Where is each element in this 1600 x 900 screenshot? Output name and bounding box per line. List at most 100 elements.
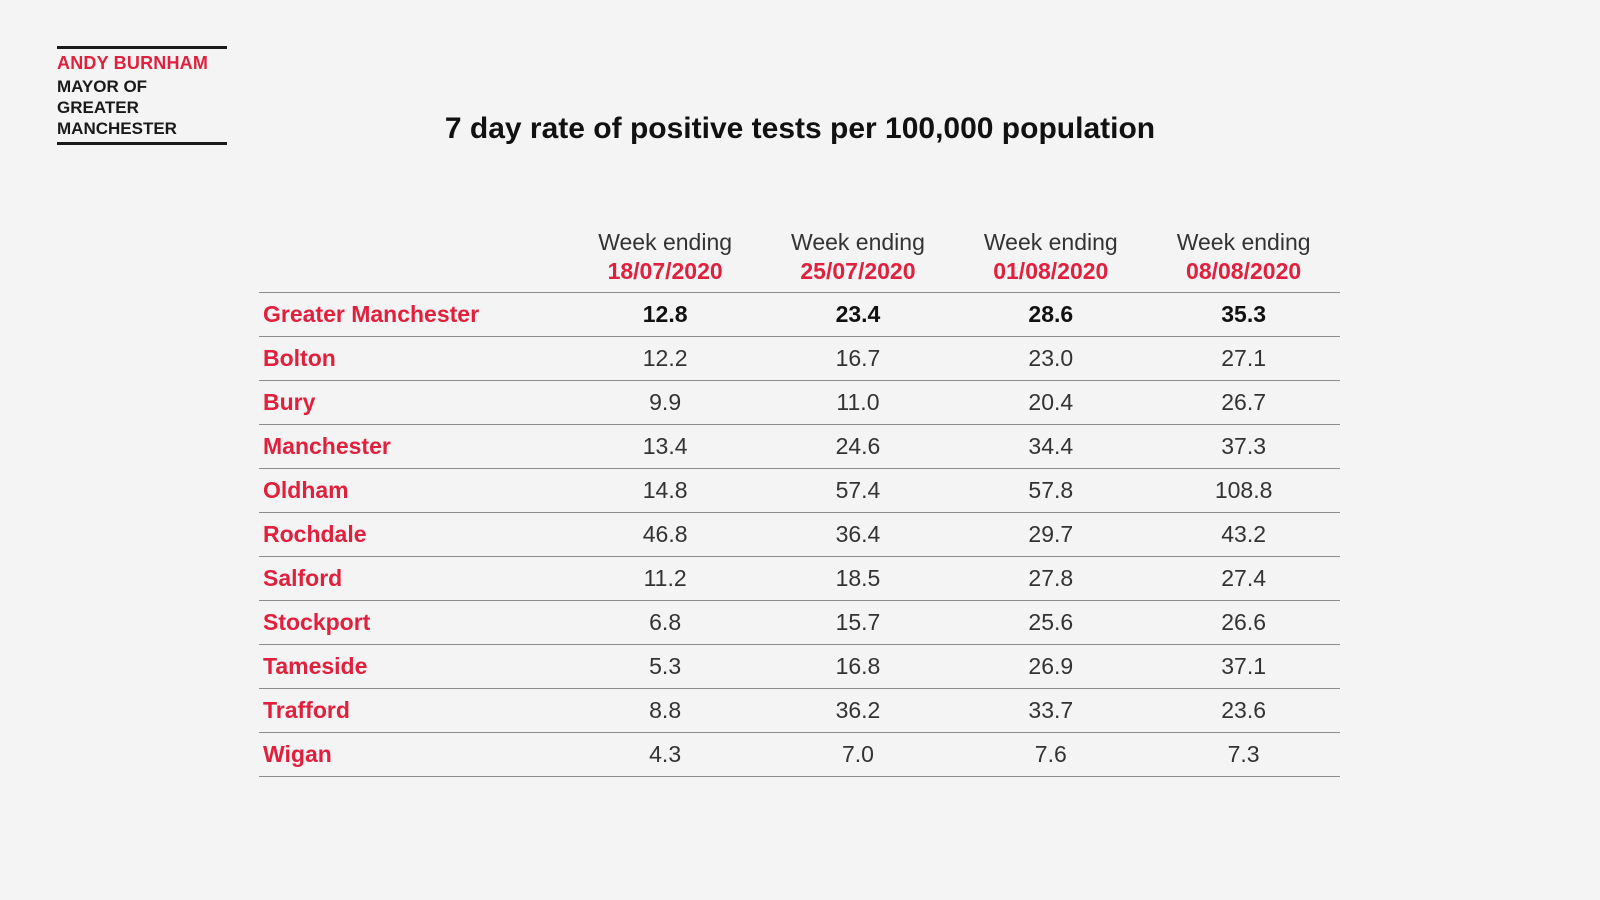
table-cell: 23.6	[1147, 697, 1340, 724]
row-label-cell: Trafford	[259, 697, 569, 724]
table-cell: 34.4	[954, 433, 1147, 460]
column-header: Week ending 25/07/2020	[762, 229, 955, 285]
cell-value: 18.5	[835, 565, 881, 591]
cell-value: 24.6	[835, 433, 881, 459]
cell-value: 7.6	[1034, 741, 1067, 767]
cell-value: 12.8	[642, 301, 688, 327]
table-row: Stockport 6.8 15.7 25.6 26.6	[259, 601, 1340, 645]
row-label-cell: Salford	[259, 565, 569, 592]
cell-value: 23.0	[1028, 345, 1074, 371]
table-cell: 25.6	[954, 609, 1147, 636]
table-cell: 7.3	[1147, 741, 1340, 768]
table-cell: 26.9	[954, 653, 1147, 680]
table-row: Bury 9.9 11.0 20.4 26.7	[259, 381, 1340, 425]
cell-value: 27.8	[1028, 565, 1074, 591]
table-header-row: Week ending 18/07/2020 Week ending 25/07/20…	[259, 222, 1340, 293]
logo-line: MAYOR OF	[57, 77, 148, 96]
cell-value: 108.8	[1214, 477, 1273, 503]
cell-value: 37.1	[1221, 653, 1266, 679]
table-cell: 108.8	[1147, 477, 1340, 504]
table-cell: 26.6	[1147, 609, 1340, 636]
column-header: Week ending 18/07/2020	[569, 229, 762, 285]
table-cell: 6.8	[569, 609, 762, 636]
cell-value: 4.3	[649, 741, 682, 767]
table-cell: 16.8	[762, 653, 955, 680]
cell-value: 26.7	[1221, 389, 1266, 415]
table-cell: 20.4	[954, 389, 1147, 416]
cell-value: 23.6	[1221, 697, 1266, 723]
table-cell: 37.3	[1147, 433, 1340, 460]
cell-value: 6.8	[649, 609, 682, 635]
cell-value: 36.2	[835, 697, 881, 723]
column-header-date: 01/08/2020	[993, 258, 1109, 284]
cell-value: 9.9	[649, 389, 682, 415]
table-row: Wigan 4.3 7.0 7.6 7.3	[259, 733, 1340, 777]
column-header-label: Week ending	[791, 229, 925, 255]
cell-value: 11.2	[643, 565, 687, 591]
cell-value: 33.7	[1028, 697, 1074, 723]
row-label-cell: Oldham	[259, 477, 569, 504]
column-header-date: 08/08/2020	[1186, 258, 1302, 284]
table-cell: 13.4	[569, 433, 762, 460]
column-header-date: 25/07/2020	[800, 258, 916, 284]
cell-value: 34.4	[1028, 433, 1074, 459]
table-cell: 7.0	[762, 741, 955, 768]
table-cell: 43.2	[1147, 521, 1340, 548]
table-cell: 7.6	[954, 741, 1147, 768]
cell-value: 46.8	[642, 521, 688, 547]
row-label: Bolton	[263, 345, 336, 371]
cell-value: 27.4	[1221, 565, 1266, 591]
table-cell: 57.8	[954, 477, 1147, 504]
table-cell: 33.7	[954, 697, 1147, 724]
cell-value: 12.2	[642, 345, 688, 371]
row-label: Greater Manchester	[263, 301, 480, 327]
table-cell: 11.2	[569, 565, 762, 592]
table-row: Trafford 8.8 36.2 33.7 23.6	[259, 689, 1340, 733]
column-header-label: Week ending	[598, 229, 733, 255]
column-header-date: 18/07/2020	[607, 258, 723, 284]
row-label-cell: Manchester	[259, 433, 569, 460]
cell-value: 7.0	[841, 741, 874, 767]
table-row: Greater Manchester 12.8 23.4 28.6 35.3	[259, 293, 1340, 337]
table-cell: 12.2	[569, 345, 762, 372]
row-label: Wigan	[263, 741, 332, 767]
table-cell: 27.1	[1147, 345, 1340, 372]
column-header-label: Week ending	[983, 229, 1118, 255]
table-cell: 24.6	[762, 433, 955, 460]
cell-value: 7.3	[1227, 741, 1260, 767]
logo-line: GREATER	[57, 98, 139, 117]
table-cell: 9.9	[569, 389, 762, 416]
table-cell: 18.5	[762, 565, 955, 592]
table-row: Manchester 13.4 24.6 34.4 37.3	[259, 425, 1340, 469]
row-label-cell: Stockport	[259, 609, 569, 636]
cell-value: 57.8	[1028, 477, 1074, 503]
row-label-cell: Bolton	[259, 345, 569, 372]
data-table: Week ending 18/07/2020 Week ending 25/07/20…	[259, 222, 1340, 777]
logo-subtitle: MAYOR OF GREATER MANCHESTER	[57, 76, 227, 139]
table-row: Rochdale 46.8 36.4 29.7 43.2	[259, 513, 1340, 557]
table-cell: 36.2	[762, 697, 955, 724]
table-cell: 37.1	[1147, 653, 1340, 680]
cell-value: 26.6	[1221, 609, 1266, 635]
cell-value: 5.3	[649, 653, 682, 679]
chart-title: 7 day rate of positive tests per 100,000…	[444, 112, 1156, 145]
cell-value: 14.8	[642, 477, 688, 503]
table-cell: 14.8	[569, 477, 762, 504]
row-label: Oldham	[263, 477, 349, 503]
row-label-cell: Rochdale	[259, 521, 569, 548]
row-label: Salford	[263, 565, 343, 591]
cell-value: 57.4	[835, 477, 881, 503]
table-row: Tameside 5.3 16.8 26.9 37.1	[259, 645, 1340, 689]
row-label: Bury	[263, 389, 316, 415]
table-cell: 8.8	[569, 697, 762, 724]
row-label-cell: Bury	[259, 389, 569, 416]
cell-value: 13.4	[642, 433, 688, 459]
cell-value: 26.9	[1028, 653, 1074, 679]
logo-line: MANCHESTER	[57, 119, 177, 138]
cell-value: 35.3	[1221, 301, 1266, 327]
brand-logo: ANDY BURNHAM MAYOR OF GREATER MANCHESTER	[57, 46, 227, 145]
cell-value: 25.6	[1028, 609, 1074, 635]
cell-value: 16.8	[835, 653, 881, 679]
cell-value: 16.7	[835, 345, 881, 371]
cell-value: 11.0	[836, 389, 880, 415]
